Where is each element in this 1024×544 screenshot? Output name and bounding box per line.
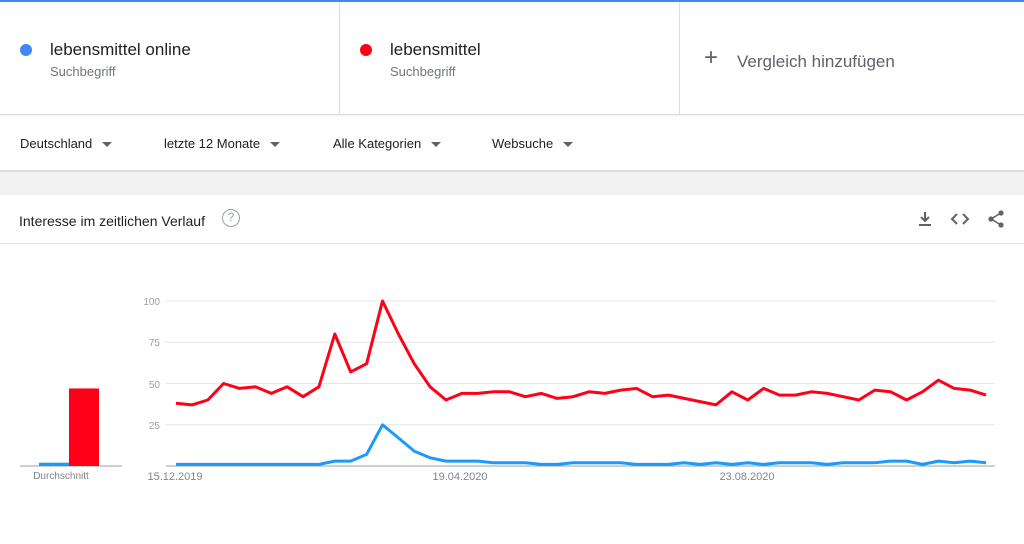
divider bbox=[0, 243, 1024, 244]
term-type: Suchbegriff bbox=[390, 64, 456, 79]
time-range-dropdown[interactable]: letzte 12 Monate bbox=[164, 136, 281, 151]
y-tick-label: 50 bbox=[149, 380, 161, 391]
x-tick-label: 15.12.2019 bbox=[147, 471, 202, 483]
term-type: Suchbegriff bbox=[50, 64, 116, 79]
x-tick-label: 23.08.2020 bbox=[719, 471, 774, 483]
caret-down-icon bbox=[102, 142, 113, 148]
average-label: Durchschnitt bbox=[33, 471, 89, 482]
y-tick-label: 25 bbox=[149, 421, 161, 432]
embed-icon[interactable] bbox=[950, 209, 970, 229]
series-line bbox=[175, 299, 987, 407]
term-label: lebensmittel bbox=[390, 40, 481, 59]
region-value: Deutschland bbox=[20, 136, 93, 151]
average-bar bbox=[39, 462, 69, 466]
caret-down-icon bbox=[563, 142, 574, 148]
search-type-dropdown[interactable]: Websuche bbox=[492, 136, 574, 151]
panel-title: Interesse im zeitlichen Verlauf bbox=[19, 213, 205, 229]
add-comparison-label: Vergleich hinzufügen bbox=[737, 52, 895, 71]
filter-bar: Deutschland letzte 12 Monate Alle Katego… bbox=[0, 116, 1024, 172]
search-type-value: Websuche bbox=[492, 136, 554, 151]
caret-down-icon bbox=[431, 142, 442, 148]
download-icon[interactable] bbox=[915, 209, 935, 229]
term-label: lebensmittel online bbox=[50, 40, 191, 59]
plus-icon: + bbox=[704, 44, 719, 71]
share-icon[interactable] bbox=[986, 209, 1006, 229]
help-icon[interactable]: ? bbox=[222, 209, 240, 227]
term-card-lebensmittel-online[interactable]: lebensmittel online Suchbegriff bbox=[0, 2, 340, 114]
comparison-terms: lebensmittel online Suchbegriff lebensmi… bbox=[0, 0, 1024, 115]
region-dropdown[interactable]: Deutschland bbox=[20, 136, 113, 151]
y-tick-label: 75 bbox=[149, 338, 161, 349]
term-card-lebensmittel[interactable]: lebensmittel Suchbegriff bbox=[340, 2, 680, 114]
y-tick-label: 100 bbox=[143, 297, 160, 308]
interest-over-time-panel: Interesse im zeitlichen Verlauf ? bbox=[0, 195, 1024, 544]
category-value: Alle Kategorien bbox=[333, 136, 422, 151]
term-color-dot bbox=[360, 44, 372, 56]
time-value: letzte 12 Monate bbox=[164, 136, 261, 151]
series-line bbox=[176, 423, 987, 466]
average-bar bbox=[69, 388, 99, 466]
x-tick-label: 19.04.2020 bbox=[432, 471, 487, 483]
term-color-dot bbox=[20, 44, 32, 56]
category-dropdown[interactable]: Alle Kategorien bbox=[333, 136, 442, 151]
caret-down-icon bbox=[270, 142, 281, 148]
add-comparison-button[interactable]: + Vergleich hinzufügen bbox=[680, 2, 1024, 114]
